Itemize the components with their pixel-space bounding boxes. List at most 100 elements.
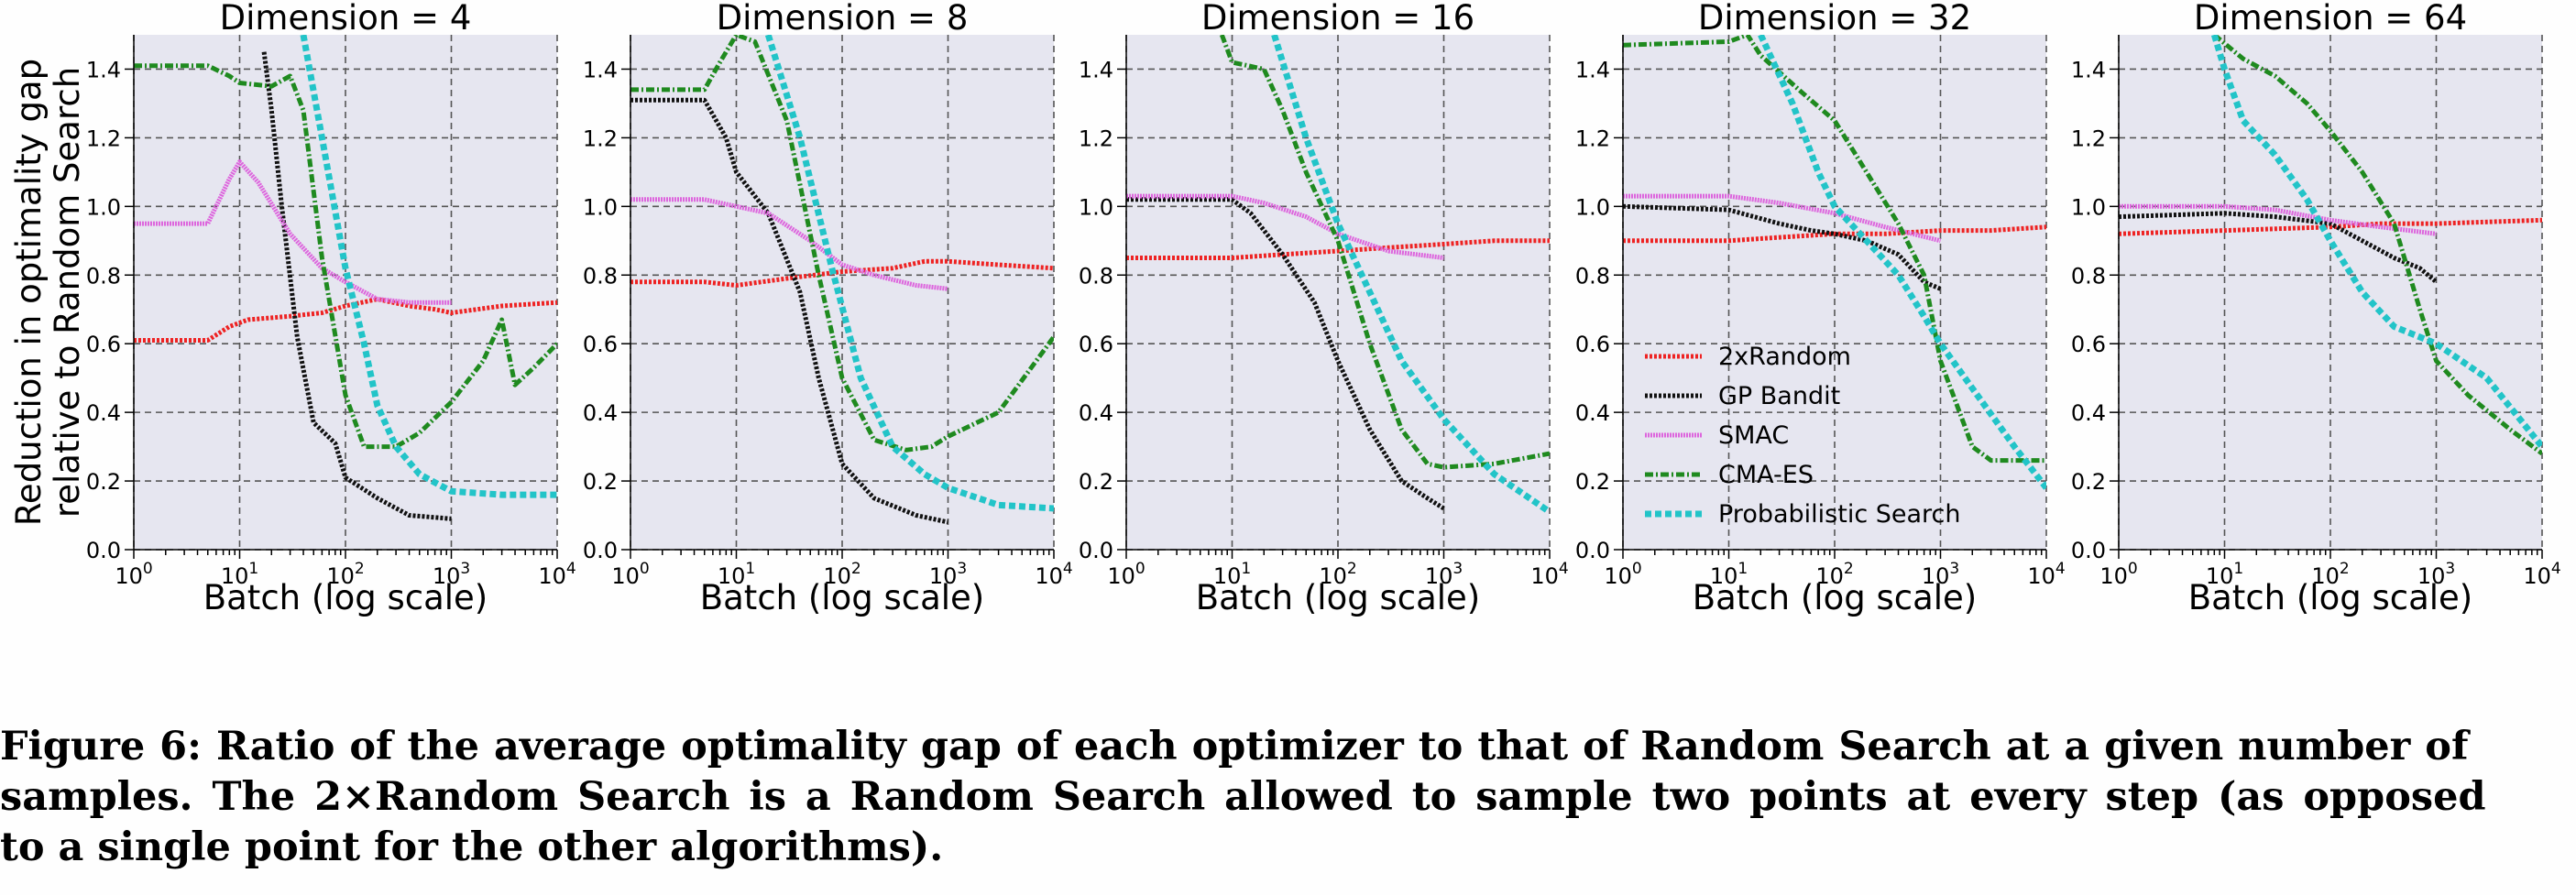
x-tick-label: 100 xyxy=(611,560,649,589)
y-tick-label: 0.4 xyxy=(1575,400,1610,426)
series-probabilistic-search-line xyxy=(1758,35,2046,490)
y-tick-label: 1.2 xyxy=(583,126,618,151)
y-tick-label: 1.0 xyxy=(583,194,618,220)
series-cma-es-line xyxy=(1219,35,1550,470)
y-tick-label: 0.0 xyxy=(2071,538,2106,563)
x-axis-label: Batch (log scale) xyxy=(1196,578,1481,617)
chart-panel-5: 0.0 0.2 0.4 0.6 0.8 1.0 1.2 1.4 100 101 102 103 104 D… xyxy=(2071,0,2561,617)
y-tick-label: 1.4 xyxy=(2071,57,2106,82)
x-tick-label: 102 xyxy=(326,560,364,589)
x-tick-label: 101 xyxy=(221,560,258,589)
y-tick-label: 1.2 xyxy=(1575,126,1610,151)
chart-panel-2: 0.0 0.2 0.4 0.6 0.8 1.0 1.2 1.4 100 101 102 103 104 D… xyxy=(583,0,1073,617)
series-2xrandom-line xyxy=(630,258,1054,288)
y-tick-label: 1.4 xyxy=(1079,57,1113,82)
y-tick-label: 0.6 xyxy=(2071,332,2106,357)
chart-title: Dimension = 64 xyxy=(2194,0,2467,38)
series-smac-line xyxy=(1126,193,1444,260)
legend-label-gp-bandit: GP Bandit xyxy=(1718,382,1840,410)
series-gp-bandit-line xyxy=(2119,211,2439,284)
y-tick-label: 1.2 xyxy=(2071,126,2106,151)
x-tick-label: 104 xyxy=(1035,560,1072,589)
x-tick-label: 101 xyxy=(2206,560,2243,589)
series-smac-line xyxy=(2119,203,2437,236)
series-probabilistic-search-line xyxy=(2210,35,2542,449)
y-tick-label: 0.6 xyxy=(1575,332,1610,357)
y-tick-label: 1.0 xyxy=(1079,194,1113,220)
chart-title: Dimension = 16 xyxy=(1201,0,1474,38)
y-tick-label: 1.4 xyxy=(1575,57,1610,82)
chart-panel-3: 0.0 0.2 0.4 0.6 0.8 1.0 1.2 1.4 100 101 102 103 104 D… xyxy=(1079,0,1569,617)
chart-title: Dimension = 4 xyxy=(220,0,472,38)
caption-line-3: to a single point for the other algorith… xyxy=(0,824,944,870)
series-2xrandom-line xyxy=(1623,224,2046,244)
series-smac-line xyxy=(1623,193,1942,244)
y-tick-label: 0.4 xyxy=(583,400,618,426)
x-tick-label: 104 xyxy=(2027,560,2065,589)
y-tick-label: 0.2 xyxy=(1079,469,1113,495)
chart-panel-1: 0.0 0.2 0.4 0.6 0.8 1.0 1.2 1.4 100 101 102 103 104 D… xyxy=(86,0,576,617)
series-gp-bandit-line xyxy=(630,97,949,525)
y-tick-label: 0.2 xyxy=(1575,469,1610,495)
y-tick-label: 1.4 xyxy=(86,57,121,82)
x-tick-label: 104 xyxy=(538,560,575,589)
y-tick-label: 0.2 xyxy=(2071,469,2106,495)
x-tick-label: 103 xyxy=(929,560,967,589)
x-tick-label: 102 xyxy=(823,560,860,589)
legend: 2xRandom GP Bandit SMAC CMA-ES Probabilistic… xyxy=(1645,343,1961,529)
y-tick-label: 0.4 xyxy=(86,400,121,426)
caption-line-1: Figure 6: Ratio of the average optimalit… xyxy=(0,724,2469,769)
legend-label-cma-es: CMA-ES xyxy=(1718,461,1814,489)
y-tick-label: 0.0 xyxy=(86,538,121,563)
x-tick-label: 102 xyxy=(1319,560,1356,589)
y-tick-label: 1.2 xyxy=(1079,126,1113,151)
y-tick-label: 0.6 xyxy=(1079,332,1113,357)
y-tick-label: 0.8 xyxy=(1575,263,1610,289)
legend-label-2xrandom: 2xRandom xyxy=(1718,343,1851,371)
figure-caption: Figure 6: Ratio of the average optimalit… xyxy=(0,722,2576,873)
series-smac-line xyxy=(630,197,948,291)
series-cma-es-line xyxy=(630,35,1054,453)
series-gp-bandit-line xyxy=(261,51,452,521)
chart-title: Dimension = 8 xyxy=(717,0,969,38)
y-tick-label: 0.8 xyxy=(86,263,121,289)
x-tick-label: 100 xyxy=(1604,560,1641,589)
y-tick-label: 0.0 xyxy=(1575,538,1610,563)
y-axis-label-line: relative to Random Search xyxy=(48,67,87,518)
series-cma-es-line xyxy=(134,63,557,450)
x-tick-label: 104 xyxy=(1530,560,1568,589)
y-tick-label: 1.0 xyxy=(2071,194,2106,220)
y-tick-label: 0.6 xyxy=(583,332,618,357)
y-tick-label: 0.4 xyxy=(1079,400,1113,426)
y-tick-label: 0.8 xyxy=(1079,263,1113,289)
x-tick-label: 102 xyxy=(1815,560,1853,589)
y-tick-label: 0.8 xyxy=(2071,263,2106,289)
y-tick-label: 0.2 xyxy=(86,469,121,495)
x-axis-label: Batch (log scale) xyxy=(203,578,488,617)
x-axis-label: Batch (log scale) xyxy=(700,578,985,617)
x-tick-label: 101 xyxy=(1710,560,1748,589)
y-tick-label: 1.0 xyxy=(86,194,121,220)
y-tick-label: 0.6 xyxy=(86,332,121,357)
x-tick-label: 103 xyxy=(1425,560,1463,589)
chart-panel-4: 0.0 0.2 0.4 0.6 0.8 1.0 1.2 1.4 100 101 102 103 104 D… xyxy=(1575,0,2066,617)
y-tick-label: 0.2 xyxy=(583,469,618,495)
y-tick-label: 0.8 xyxy=(583,263,618,289)
x-axis-label: Batch (log scale) xyxy=(2188,578,2473,617)
legend-label-smac: SMAC xyxy=(1718,421,1789,450)
y-tick-label: 1.0 xyxy=(1575,194,1610,220)
caption-line-2: samples. The 2×Random Search is a Random… xyxy=(0,774,2486,820)
y-tick-label: 1.4 xyxy=(583,57,618,82)
y-tick-label: 0.0 xyxy=(583,538,618,563)
series-2xrandom-line xyxy=(134,297,557,343)
x-tick-label: 100 xyxy=(115,560,152,589)
x-tick-label: 103 xyxy=(1922,560,1959,589)
x-tick-label: 100 xyxy=(2099,560,2137,589)
x-tick-label: 102 xyxy=(2311,560,2349,589)
figure: 0.0 0.2 0.4 0.6 0.8 1.0 1.2 1.4 100 101 102 103 104 D… xyxy=(9,0,2561,617)
legend-label-probabilistic-search: Probabilistic Search xyxy=(1718,500,1961,529)
x-tick-label: 103 xyxy=(2417,560,2455,589)
x-tick-label: 101 xyxy=(718,560,755,589)
y-tick-label: 1.2 xyxy=(86,126,121,151)
series-probabilistic-search-line xyxy=(1271,35,1550,515)
